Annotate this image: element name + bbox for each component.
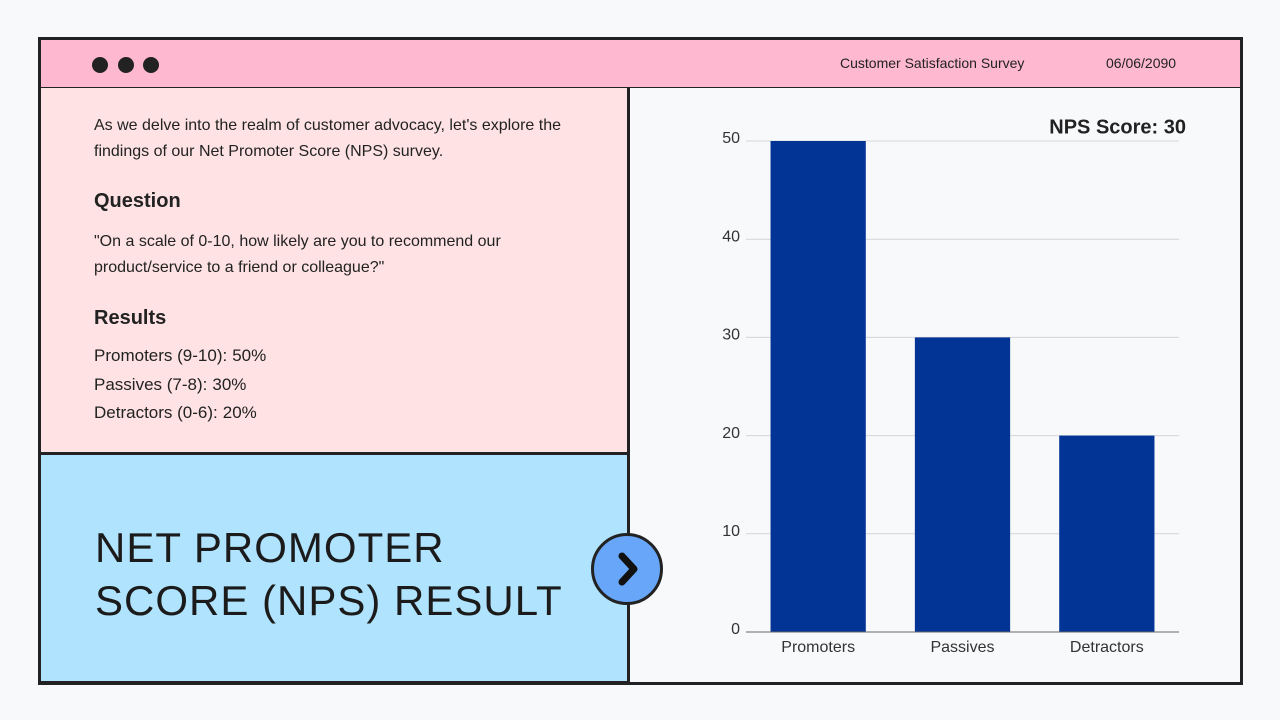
bar (770, 141, 866, 632)
x-tick-label: Passives (930, 639, 994, 656)
slide-title: NET PROMOTER SCORE (NPS) RESULT (95, 521, 563, 627)
result-line: Detractors (0-6): 20% (94, 399, 266, 428)
header-title: Customer Satisfaction Survey (840, 55, 1025, 71)
intro: As we delve into the realm of customer a… (94, 117, 561, 160)
bar (914, 337, 1011, 632)
chevron-icon (618, 552, 638, 586)
results-list: Promoters (9-10): 50% Passives (7-8): 30% De… (94, 342, 266, 428)
result-value: 20% (222, 403, 257, 422)
question-heading: Question (94, 190, 181, 212)
window-dot (143, 57, 159, 73)
y-tick-label: 0 (731, 621, 740, 638)
y-tick-label: 30 (722, 327, 740, 344)
y-tick-label: 50 (722, 130, 740, 147)
x-tick-label: Promoters (781, 639, 855, 656)
x-tick-label: Detractors (1070, 639, 1144, 656)
result-value: 50% (232, 346, 267, 365)
window-dot (92, 57, 108, 73)
y-tick-label: 40 (722, 228, 740, 245)
results-heading: Results (94, 307, 167, 329)
result-line: Promoters (9-10): 50% (94, 342, 266, 371)
title-line: SCORE (NPS) RESULT (95, 577, 563, 624)
chart-panel: NPS Score: 30 0 10 20 30 40 50 Promoters Passiv… (627, 88, 1243, 685)
y-tick-label: 10 (722, 523, 740, 540)
bar (1059, 435, 1155, 632)
chart-annotation: NPS Score: 30 (1049, 116, 1186, 138)
result-label: Passives (7-8): (94, 374, 208, 394)
window-dot (118, 57, 134, 73)
title-panel: NET PROMOTER SCORE (NPS) RESULT (38, 452, 630, 684)
next-button[interactable] (591, 533, 663, 605)
chart: NPS Score: 30 0 10 20 30 40 50 Promoters Passiv… (722, 116, 1186, 656)
y-tick-label: 20 (722, 425, 740, 442)
title-line: NET PROMOTER (95, 524, 445, 571)
header-date: 06/06/2090 (1106, 55, 1177, 71)
header-bar: Customer Satisfaction Survey 06/06/2090 (38, 37, 1243, 90)
result-label: Promoters (9-10): (94, 346, 228, 365)
question-text: "On a scale of 0-10, how likely are you … (94, 233, 501, 276)
info-panel: As we delve into the realm of customer a… (38, 88, 630, 455)
result-label: Detractors (0-6): (94, 403, 218, 422)
result-value: 30% (212, 374, 247, 394)
result-line: Passives (7-8): 30% (94, 371, 266, 400)
